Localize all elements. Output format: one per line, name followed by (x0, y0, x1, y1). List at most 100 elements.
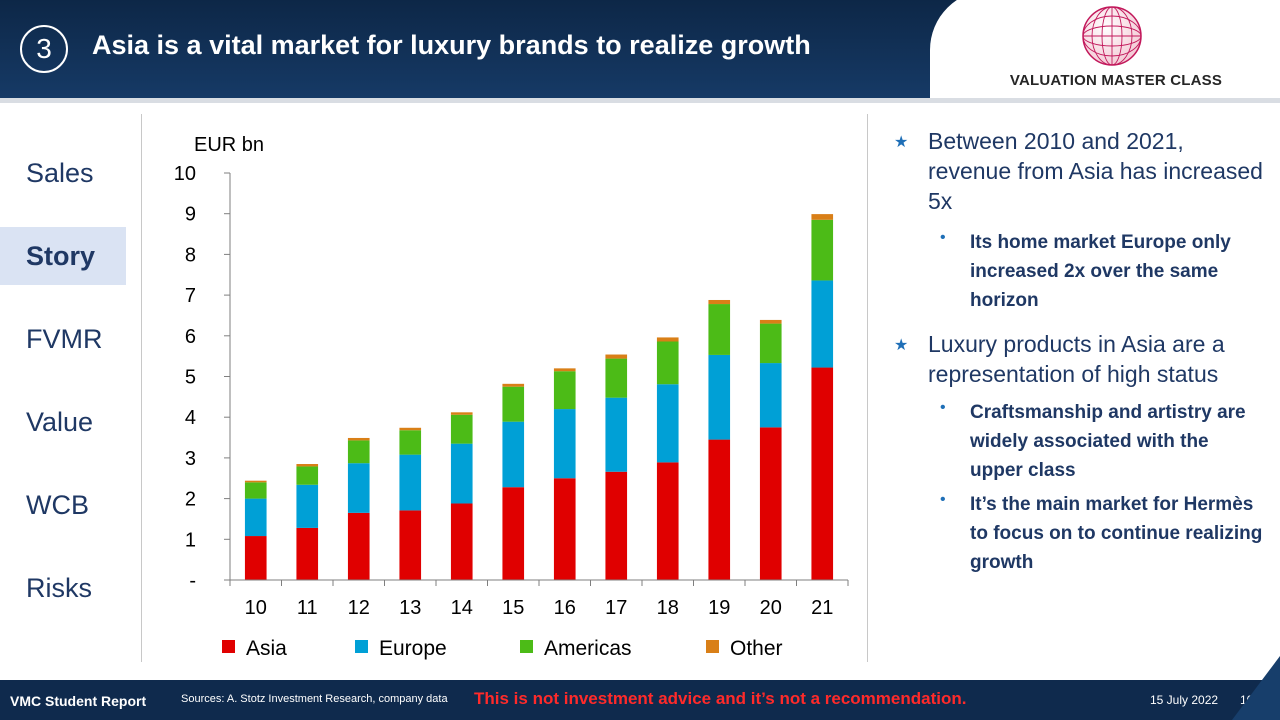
bar-americas-18 (656, 341, 679, 385)
bar-europe-19 (708, 354, 731, 440)
x-tick-label: 15 (502, 597, 524, 619)
bar-europe-13 (399, 454, 422, 511)
bar-asia-21 (811, 367, 834, 580)
bar-europe-18 (656, 384, 679, 463)
bar-asia-11 (296, 527, 319, 580)
legend-swatch-asia (222, 640, 235, 653)
bar-other-11 (296, 464, 319, 467)
footer-disclaimer: This is not investment advice and it’s n… (474, 689, 967, 708)
nav-item-risks[interactable]: Risks (26, 572, 92, 603)
x-tick-label: 21 (811, 597, 833, 619)
bar-europe-15 (502, 421, 525, 488)
sub-bullet-text: It’s the main market for Hermès to focus… (970, 494, 1263, 573)
x-tick-label: 16 (554, 597, 576, 619)
bar-asia-15 (502, 487, 525, 580)
bar-americas-16 (553, 371, 576, 410)
bar-asia-16 (553, 478, 576, 580)
nav-item-value[interactable]: Value (26, 406, 94, 437)
bullet-text: Between 2010 and 2021, revenue from Asia… (928, 128, 1263, 214)
bar-europe-14 (450, 443, 473, 504)
x-tick-label: 14 (451, 597, 473, 619)
y-tick-label: 10 (174, 163, 196, 185)
bar-other-21 (811, 214, 834, 220)
legend-label-asia: Asia (246, 637, 287, 660)
bar-asia-20 (759, 427, 782, 580)
bullet-text: Luxury products in Asia are a representa… (928, 331, 1225, 387)
bar-europe-11 (296, 484, 319, 528)
bar-other-16 (553, 368, 576, 372)
footer-date: 15 July 2022 (1150, 693, 1219, 707)
bar-europe-20 (759, 363, 782, 428)
bar-europe-12 (347, 463, 370, 513)
bar-other-20 (759, 319, 782, 324)
sub-bullet-text: Craftsmanship and artistry are widely as… (970, 402, 1246, 481)
bar-americas-13 (399, 430, 422, 455)
nav-item-story[interactable]: Story (0, 227, 126, 285)
header-divider (0, 98, 1280, 103)
bar-other-14 (450, 412, 473, 415)
bar-asia-17 (605, 471, 628, 580)
y-tick-label: 5 (185, 367, 196, 389)
bar-asia-14 (450, 503, 473, 580)
globe-logo-icon (1082, 6, 1142, 66)
sub-bullet-text: Its home market Europe only increased 2x… (970, 232, 1231, 311)
bar-europe-16 (553, 409, 576, 479)
bar-americas-11 (296, 466, 319, 485)
nav-item-wcb[interactable]: WCB (26, 489, 89, 520)
y-tick-label: 3 (185, 448, 196, 470)
slide-title: Asia is a vital market for luxury brands… (92, 30, 811, 60)
logo-wordmark: VALUATION MASTER CLASS (1009, 72, 1223, 89)
y-tick-label: 1 (185, 529, 196, 551)
y-tick-label: 4 (185, 407, 196, 429)
bar-europe-21 (811, 280, 834, 368)
bar-americas-12 (347, 440, 370, 464)
revenue-by-region-chart: EUR bn -1 2 3 4 5 6 7 8 9 10 10 11 12 13 14 15 16 17 18 19… (150, 118, 860, 666)
bar-asia-18 (656, 462, 679, 580)
x-tick-label: 13 (399, 597, 421, 619)
y-tick-label: 6 (185, 326, 196, 348)
bar-other-15 (502, 383, 525, 387)
section-number-badge: 3 (20, 25, 68, 73)
bar-other-17 (605, 354, 628, 359)
bar-americas-14 (450, 414, 473, 444)
x-tick-label: 11 (297, 597, 318, 619)
legend-swatch-americas (520, 640, 533, 653)
footer-sources: Sources: A. Stotz Investment Research, c… (181, 693, 448, 705)
footer-report-name: VMC Student Report (10, 693, 147, 709)
y-tick-label: - (189, 570, 196, 592)
bar-asia-10 (244, 536, 267, 580)
bar-americas-10 (244, 482, 267, 499)
legend-swatch-other (706, 640, 719, 653)
y-tick-label: 9 (185, 204, 196, 226)
x-tick-label: 17 (605, 597, 627, 619)
bar-asia-12 (347, 512, 370, 580)
x-tick-label: 19 (708, 597, 730, 619)
y-tick-label: 8 (185, 244, 196, 266)
bar-other-12 (347, 437, 370, 441)
dot-bullet-icon: • (940, 399, 946, 416)
y-tick-label: 2 (185, 489, 196, 511)
bar-americas-21 (811, 219, 834, 281)
dot-bullet-icon: • (940, 229, 946, 246)
star-bullet-icon: ★ (894, 337, 909, 354)
y-tick-label: 7 (185, 285, 196, 307)
bar-other-10 (244, 480, 267, 483)
bar-americas-15 (502, 386, 525, 422)
footer-corner-accent (1232, 656, 1280, 720)
bar-europe-17 (605, 397, 628, 472)
bar-other-19 (708, 299, 731, 305)
legend-label-americas: Americas (544, 637, 632, 660)
chart-unit-label: EUR bn (194, 134, 264, 156)
bar-americas-17 (605, 358, 628, 398)
nav-divider (141, 114, 142, 662)
star-bullet-icon: ★ (894, 134, 909, 151)
bar-europe-10 (244, 498, 267, 537)
bar-americas-20 (759, 323, 782, 364)
bar-asia-19 (708, 439, 731, 580)
x-tick-label: 18 (657, 597, 679, 619)
bar-other-13 (399, 427, 422, 431)
x-tick-label: 12 (348, 597, 370, 619)
nav-item-sales[interactable]: Sales (26, 157, 94, 188)
nav-item-fvmr[interactable]: FVMR (26, 323, 103, 354)
